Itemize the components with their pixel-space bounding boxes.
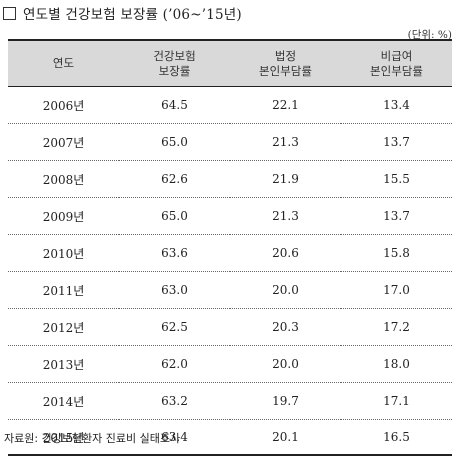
table-row: 2013년 62.0 20.0 18.0 [8, 345, 452, 383]
cell-coverage-rate: 64.5 [119, 86, 230, 124]
cell-coverage-rate: 63.0 [119, 271, 230, 309]
cell-noncovered-copay: 15.5 [341, 160, 452, 198]
cell-noncovered-copay: 17.0 [341, 271, 452, 309]
cell-noncovered-copay: 18.0 [341, 345, 452, 383]
cell-year: 2010년 [8, 234, 119, 272]
table-row: 2010년 63.6 20.6 15.8 [8, 234, 452, 272]
cell-statutory-copay: 21.3 [230, 123, 341, 161]
table-row: 2014년 63.2 19.7 17.1 [8, 382, 452, 420]
cell-noncovered-copay: 16.5 [341, 419, 452, 456]
cell-noncovered-copay: 15.8 [341, 234, 452, 272]
checkbox-square-icon [3, 6, 16, 20]
cell-coverage-rate: 62.6 [119, 160, 230, 198]
cell-coverage-rate: 62.0 [119, 345, 230, 383]
cell-year: 2008년 [8, 160, 119, 198]
cell-year: 2009년 [8, 197, 119, 235]
table-title: 연도별 건강보험 보장률 (’06~’15년) [23, 7, 242, 23]
cell-coverage-rate: 65.0 [119, 197, 230, 235]
table-row: 2007년 65.0 21.3 13.7 [8, 123, 452, 161]
table-row: 2012년 62.5 20.3 17.2 [8, 308, 452, 346]
table-row: 2006년 64.5 22.1 13.4 [8, 86, 452, 124]
cell-statutory-copay: 20.3 [230, 308, 341, 346]
cell-statutory-copay: 20.1 [230, 419, 341, 456]
column-header-statutory-copay: 법정 본인부담률 [230, 39, 341, 87]
cell-noncovered-copay: 13.7 [341, 123, 452, 161]
cell-coverage-rate: 63.2 [119, 382, 230, 420]
cell-statutory-copay: 20.6 [230, 234, 341, 272]
cell-noncovered-copay: 13.7 [341, 197, 452, 235]
cell-year: 2006년 [8, 86, 119, 124]
column-header-year: 연도 [8, 39, 119, 87]
cell-year: 2014년 [8, 382, 119, 420]
cell-year: 2013년 [8, 345, 119, 383]
column-header-noncovered-copay: 비급여 본인부담률 [341, 39, 452, 87]
cell-coverage-rate: 62.5 [119, 308, 230, 346]
header-row: 연도 건강보험 보장률 법정 본인부담률 비급여 본인부담률 [8, 39, 452, 87]
cell-statutory-copay: 19.7 [230, 382, 341, 420]
cell-statutory-copay: 22.1 [230, 86, 341, 124]
cell-noncovered-copay: 17.1 [341, 382, 452, 420]
title-row: 연도별 건강보험 보장률 (’06~’15년) [3, 3, 242, 23]
cell-statutory-copay: 21.9 [230, 160, 341, 198]
source-note: 자료원: 건강보험환자 진료비 실태조사 [4, 432, 181, 445]
table-row: 2011년 63.0 20.0 17.0 [8, 271, 452, 309]
cell-year: 2007년 [8, 123, 119, 161]
cell-year: 2012년 [8, 308, 119, 346]
cell-noncovered-copay: 13.4 [341, 86, 452, 124]
column-header-coverage-rate: 건강보험 보장률 [119, 39, 230, 87]
cell-noncovered-copay: 17.2 [341, 308, 452, 346]
unit-label: (단위: %) [407, 29, 452, 41]
cell-year: 2011년 [8, 271, 119, 309]
cell-statutory-copay: 20.0 [230, 271, 341, 309]
cell-statutory-copay: 21.3 [230, 197, 341, 235]
cell-coverage-rate: 65.0 [119, 123, 230, 161]
cell-coverage-rate: 63.6 [119, 234, 230, 272]
coverage-rate-table: 연도 건강보험 보장률 법정 본인부담률 비급여 본인부담률 2006년 64.5 2… [8, 39, 452, 456]
table-row: 2008년 62.6 21.9 15.5 [8, 160, 452, 198]
table-row: 2009년 65.0 21.3 13.7 [8, 197, 452, 235]
cell-statutory-copay: 20.0 [230, 345, 341, 383]
